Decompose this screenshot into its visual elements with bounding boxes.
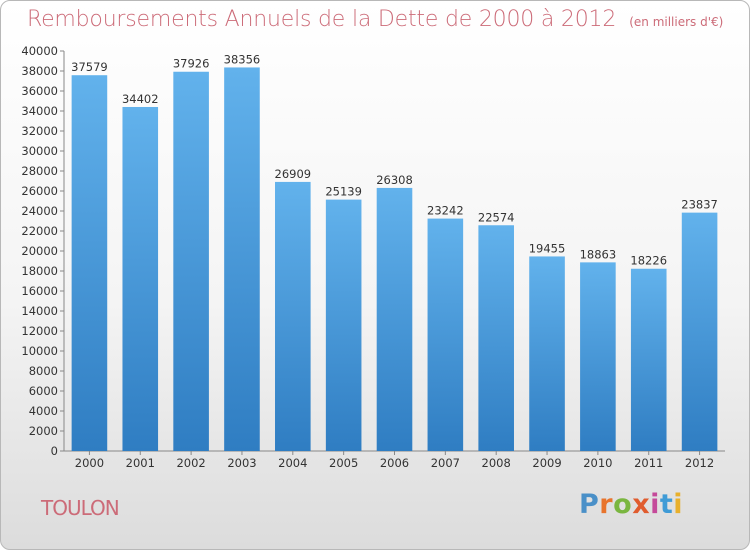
chart-title-block: Remboursements Annuels de la Dette de 20… <box>27 7 723 32</box>
y-tick-label: 0 <box>51 444 58 458</box>
y-tick-label: 12000 <box>21 324 58 338</box>
y-tick-label: 34000 <box>21 104 58 118</box>
bar-2010 <box>580 262 616 451</box>
y-tick-label: 24000 <box>21 204 58 218</box>
y-tick-label: 20000 <box>21 244 58 258</box>
data-label-2012: 23837 <box>681 198 718 212</box>
bar-2009 <box>529 256 565 451</box>
city-label: TOULON <box>41 496 120 520</box>
y-tick-label: 6000 <box>29 384 58 398</box>
y-tick-label: 30000 <box>21 144 58 158</box>
bar-2002 <box>173 71 209 452</box>
data-label-2011: 18226 <box>630 254 667 268</box>
y-tick-label: 14000 <box>21 304 58 318</box>
data-label-2005: 25139 <box>325 185 362 199</box>
logo-letter: x <box>632 489 651 520</box>
bar-2003 <box>224 67 260 451</box>
logo-letter: o <box>613 489 633 520</box>
chart-title: Remboursements Annuels de la Dette de 20… <box>27 7 617 32</box>
data-label-2003: 38356 <box>224 52 261 66</box>
y-tick-label: 22000 <box>21 224 58 238</box>
x-tick-label-2007: 2007 <box>431 456 460 470</box>
bar-2005 <box>325 199 362 451</box>
x-tick-label-2000: 2000 <box>75 456 104 470</box>
data-label-2009: 19455 <box>529 241 566 255</box>
proxiti-logo: Proxiti <box>579 489 683 520</box>
x-tick-label-2004: 2004 <box>278 456 307 470</box>
x-tick-label-2005: 2005 <box>329 456 358 470</box>
data-label-2006: 26308 <box>376 173 413 187</box>
data-label-2001: 34402 <box>122 92 159 106</box>
y-tick-label: 26000 <box>21 184 58 198</box>
y-tick-label: 28000 <box>21 164 58 178</box>
y-tick-label: 16000 <box>21 284 58 298</box>
y-tick-label: 10000 <box>21 344 58 358</box>
x-tick-label-2003: 2003 <box>227 456 256 470</box>
data-label-2002: 37926 <box>173 57 210 71</box>
y-tick-label: 40000 <box>21 44 58 58</box>
data-label-2008: 22574 <box>478 210 515 224</box>
x-tick-label-2006: 2006 <box>380 456 409 470</box>
y-tick-label: 18000 <box>21 264 58 278</box>
y-tick-label: 38000 <box>21 64 58 78</box>
y-tick-label: 8000 <box>29 364 58 378</box>
logo-letter: P <box>579 489 600 520</box>
data-label-2010: 18863 <box>580 247 617 261</box>
y-tick-label: 36000 <box>21 84 58 98</box>
data-label-2000: 37579 <box>71 60 108 74</box>
y-tick-label: 32000 <box>21 124 58 138</box>
bar-2000 <box>71 75 108 452</box>
bar-2008 <box>478 225 514 451</box>
x-tick-label-2010: 2010 <box>583 456 612 470</box>
x-tick-label-2001: 2001 <box>126 456 155 470</box>
logo-letter: i <box>650 489 660 520</box>
bar-2007 <box>427 218 464 451</box>
y-tick-label: 2000 <box>29 424 58 438</box>
logo-letter: i <box>673 489 684 520</box>
x-tick-label-2012: 2012 <box>685 456 714 470</box>
y-tick-label: 4000 <box>29 404 58 418</box>
bar-2004 <box>275 181 311 451</box>
logo-letter: r <box>599 489 614 520</box>
chart-unit: (en milliers d'€) <box>629 15 724 29</box>
logo-letter: t <box>659 489 674 520</box>
bar-2012 <box>681 212 718 451</box>
bar-2011 <box>630 268 667 451</box>
x-tick-label-2009: 2009 <box>532 456 561 470</box>
x-tick-label-2008: 2008 <box>482 456 511 470</box>
bar-2006 <box>376 187 413 452</box>
x-tick-label-2002: 2002 <box>176 456 205 470</box>
x-tick-label-2011: 2011 <box>634 456 663 470</box>
bar-2001 <box>122 106 159 451</box>
data-label-2004: 26909 <box>275 167 312 181</box>
data-label-2007: 23242 <box>427 204 464 218</box>
